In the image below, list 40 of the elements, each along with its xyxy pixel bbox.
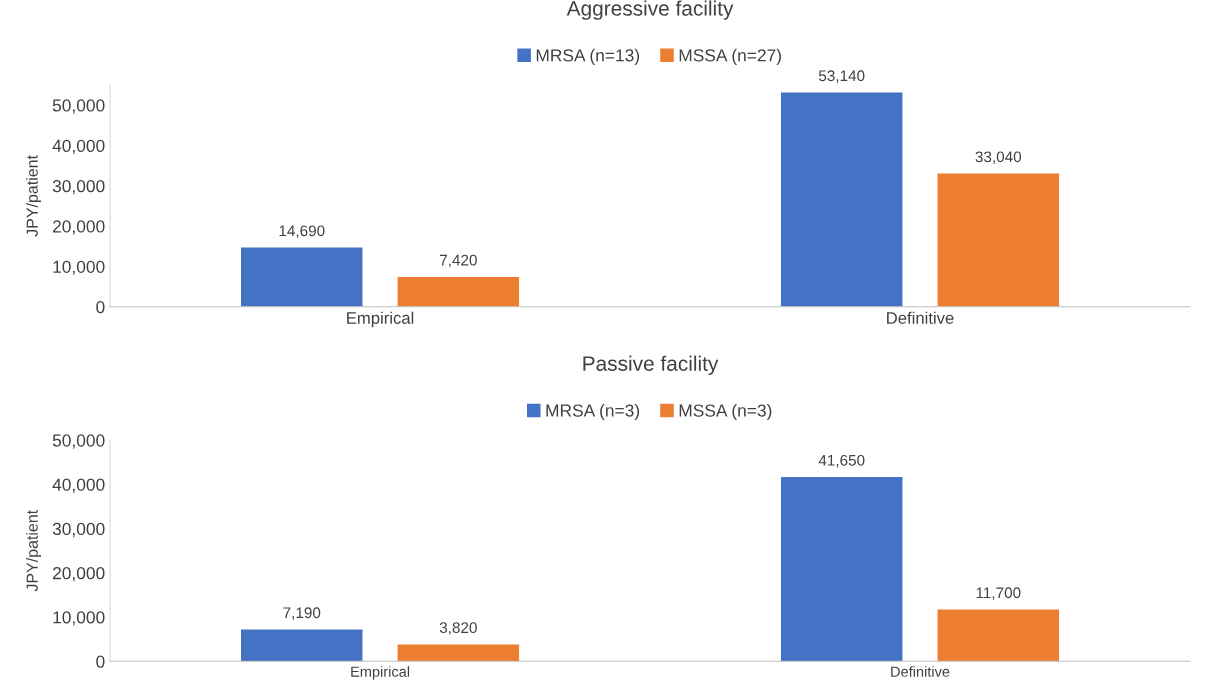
data-label: 7,190	[283, 607, 321, 620]
y-tick-label: 40,000	[52, 478, 105, 493]
y-tick-label: 20,000	[52, 220, 105, 235]
legend-label: MSSA (n=3)	[679, 403, 772, 421]
y-tick-label: 50,000	[52, 434, 105, 449]
y-tick-label: 10,000	[53, 611, 105, 626]
y-tick-label: 20,000	[52, 567, 105, 582]
bar	[780, 477, 903, 662]
data-label: 41,650	[818, 454, 865, 468]
data-label: 14,690	[279, 225, 325, 239]
y-tick-label: 30,000	[52, 522, 105, 538]
data-label: 11,700	[976, 587, 1021, 600]
y-tick-label: 0	[96, 655, 105, 668]
y-axis-title: JPY/patient	[26, 510, 41, 592]
bar	[780, 92, 903, 307]
y-tick-label: 10,000	[53, 260, 105, 275]
legend-label: MSSA (n=27)	[679, 48, 781, 65]
y-tick-label: 0	[96, 300, 105, 314]
data-label: 33,040	[975, 151, 1022, 165]
bar	[397, 644, 520, 662]
y-axis-title: JPY/patient	[26, 155, 41, 237]
bar	[241, 629, 363, 662]
data-label: 53,140	[818, 70, 865, 83]
bar	[241, 247, 363, 307]
x-tick-label: Empirical	[347, 311, 414, 328]
y-tick-label: 40,000	[52, 139, 105, 154]
x-tick-label: Definitive	[891, 666, 950, 677]
x-tick-label: Empirical	[351, 666, 410, 680]
bar	[937, 609, 1060, 662]
legend-label: MRSA (n=3)	[546, 403, 640, 421]
data-label: 7,420	[440, 254, 477, 268]
chart-title: Aggressive facility	[566, 0, 734, 20]
legend-label: MRSA (n=13)	[536, 48, 640, 65]
data-label: 3,820	[439, 622, 477, 635]
bar	[397, 276, 520, 307]
y-tick-label: 50,000	[52, 99, 105, 114]
bar	[937, 173, 1060, 307]
x-tick-label: Definitive	[887, 311, 954, 324]
chart-title: Passive facility	[583, 355, 719, 376]
y-tick-label: 30,000	[52, 179, 105, 195]
